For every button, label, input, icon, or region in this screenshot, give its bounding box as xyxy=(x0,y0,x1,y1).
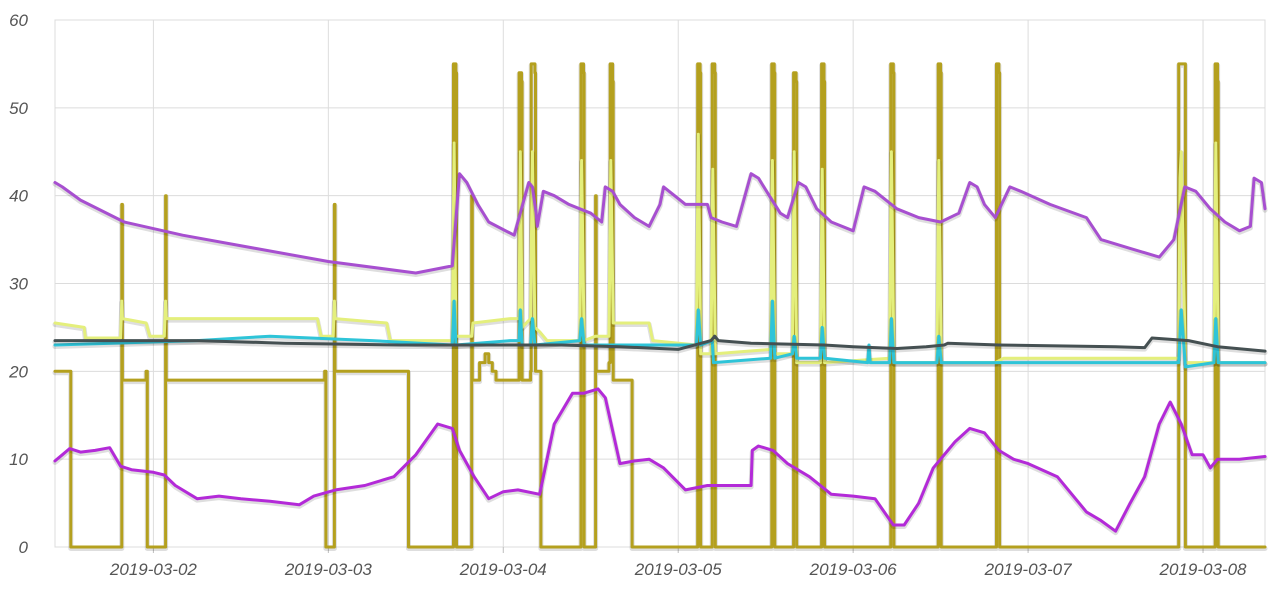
series-5 xyxy=(52,172,1268,277)
axes: 0 10 20 30 40 50 60 2019-03-02 2019-03-03 2019-03… xyxy=(8,11,1247,579)
series-line xyxy=(53,132,1267,365)
y-tick-label: 20 xyxy=(8,362,28,381)
y-tick-label: 30 xyxy=(9,275,28,294)
y-tick-label: 60 xyxy=(9,11,28,30)
series-line-shadow xyxy=(52,62,1268,551)
series-3 xyxy=(52,299,1268,371)
series-4 xyxy=(52,334,1268,356)
series-line xyxy=(53,387,1267,533)
x-tick-label: 2019-03-07 xyxy=(984,560,1073,579)
series-group xyxy=(52,62,1268,551)
series-line-shadow xyxy=(52,387,1268,536)
series-line-shadow xyxy=(52,172,1268,277)
x-tick-label: 2019-03-03 xyxy=(284,560,373,579)
y-tick-label: 10 xyxy=(9,450,28,469)
series-line xyxy=(53,334,1267,353)
y-tick-label: 0 xyxy=(19,538,29,557)
series-line xyxy=(53,299,1267,369)
y-tick-label: 50 xyxy=(9,99,28,118)
series-line-shadow xyxy=(52,133,1268,367)
series-line xyxy=(53,62,1267,549)
x-tick-label: 2019-03-02 xyxy=(109,560,198,579)
x-tick-label: 2019-03-06 xyxy=(809,560,898,579)
x-tick-label: 2019-03-08 xyxy=(1159,560,1248,579)
series-6 xyxy=(52,387,1268,536)
x-tick-label: 2019-03-04 xyxy=(459,560,547,579)
series-2 xyxy=(52,132,1268,367)
y-tick-label: 40 xyxy=(9,187,28,206)
x-tick-label: 2019-03-05 xyxy=(634,560,723,579)
series-1 xyxy=(52,62,1268,551)
series-line xyxy=(53,172,1267,275)
